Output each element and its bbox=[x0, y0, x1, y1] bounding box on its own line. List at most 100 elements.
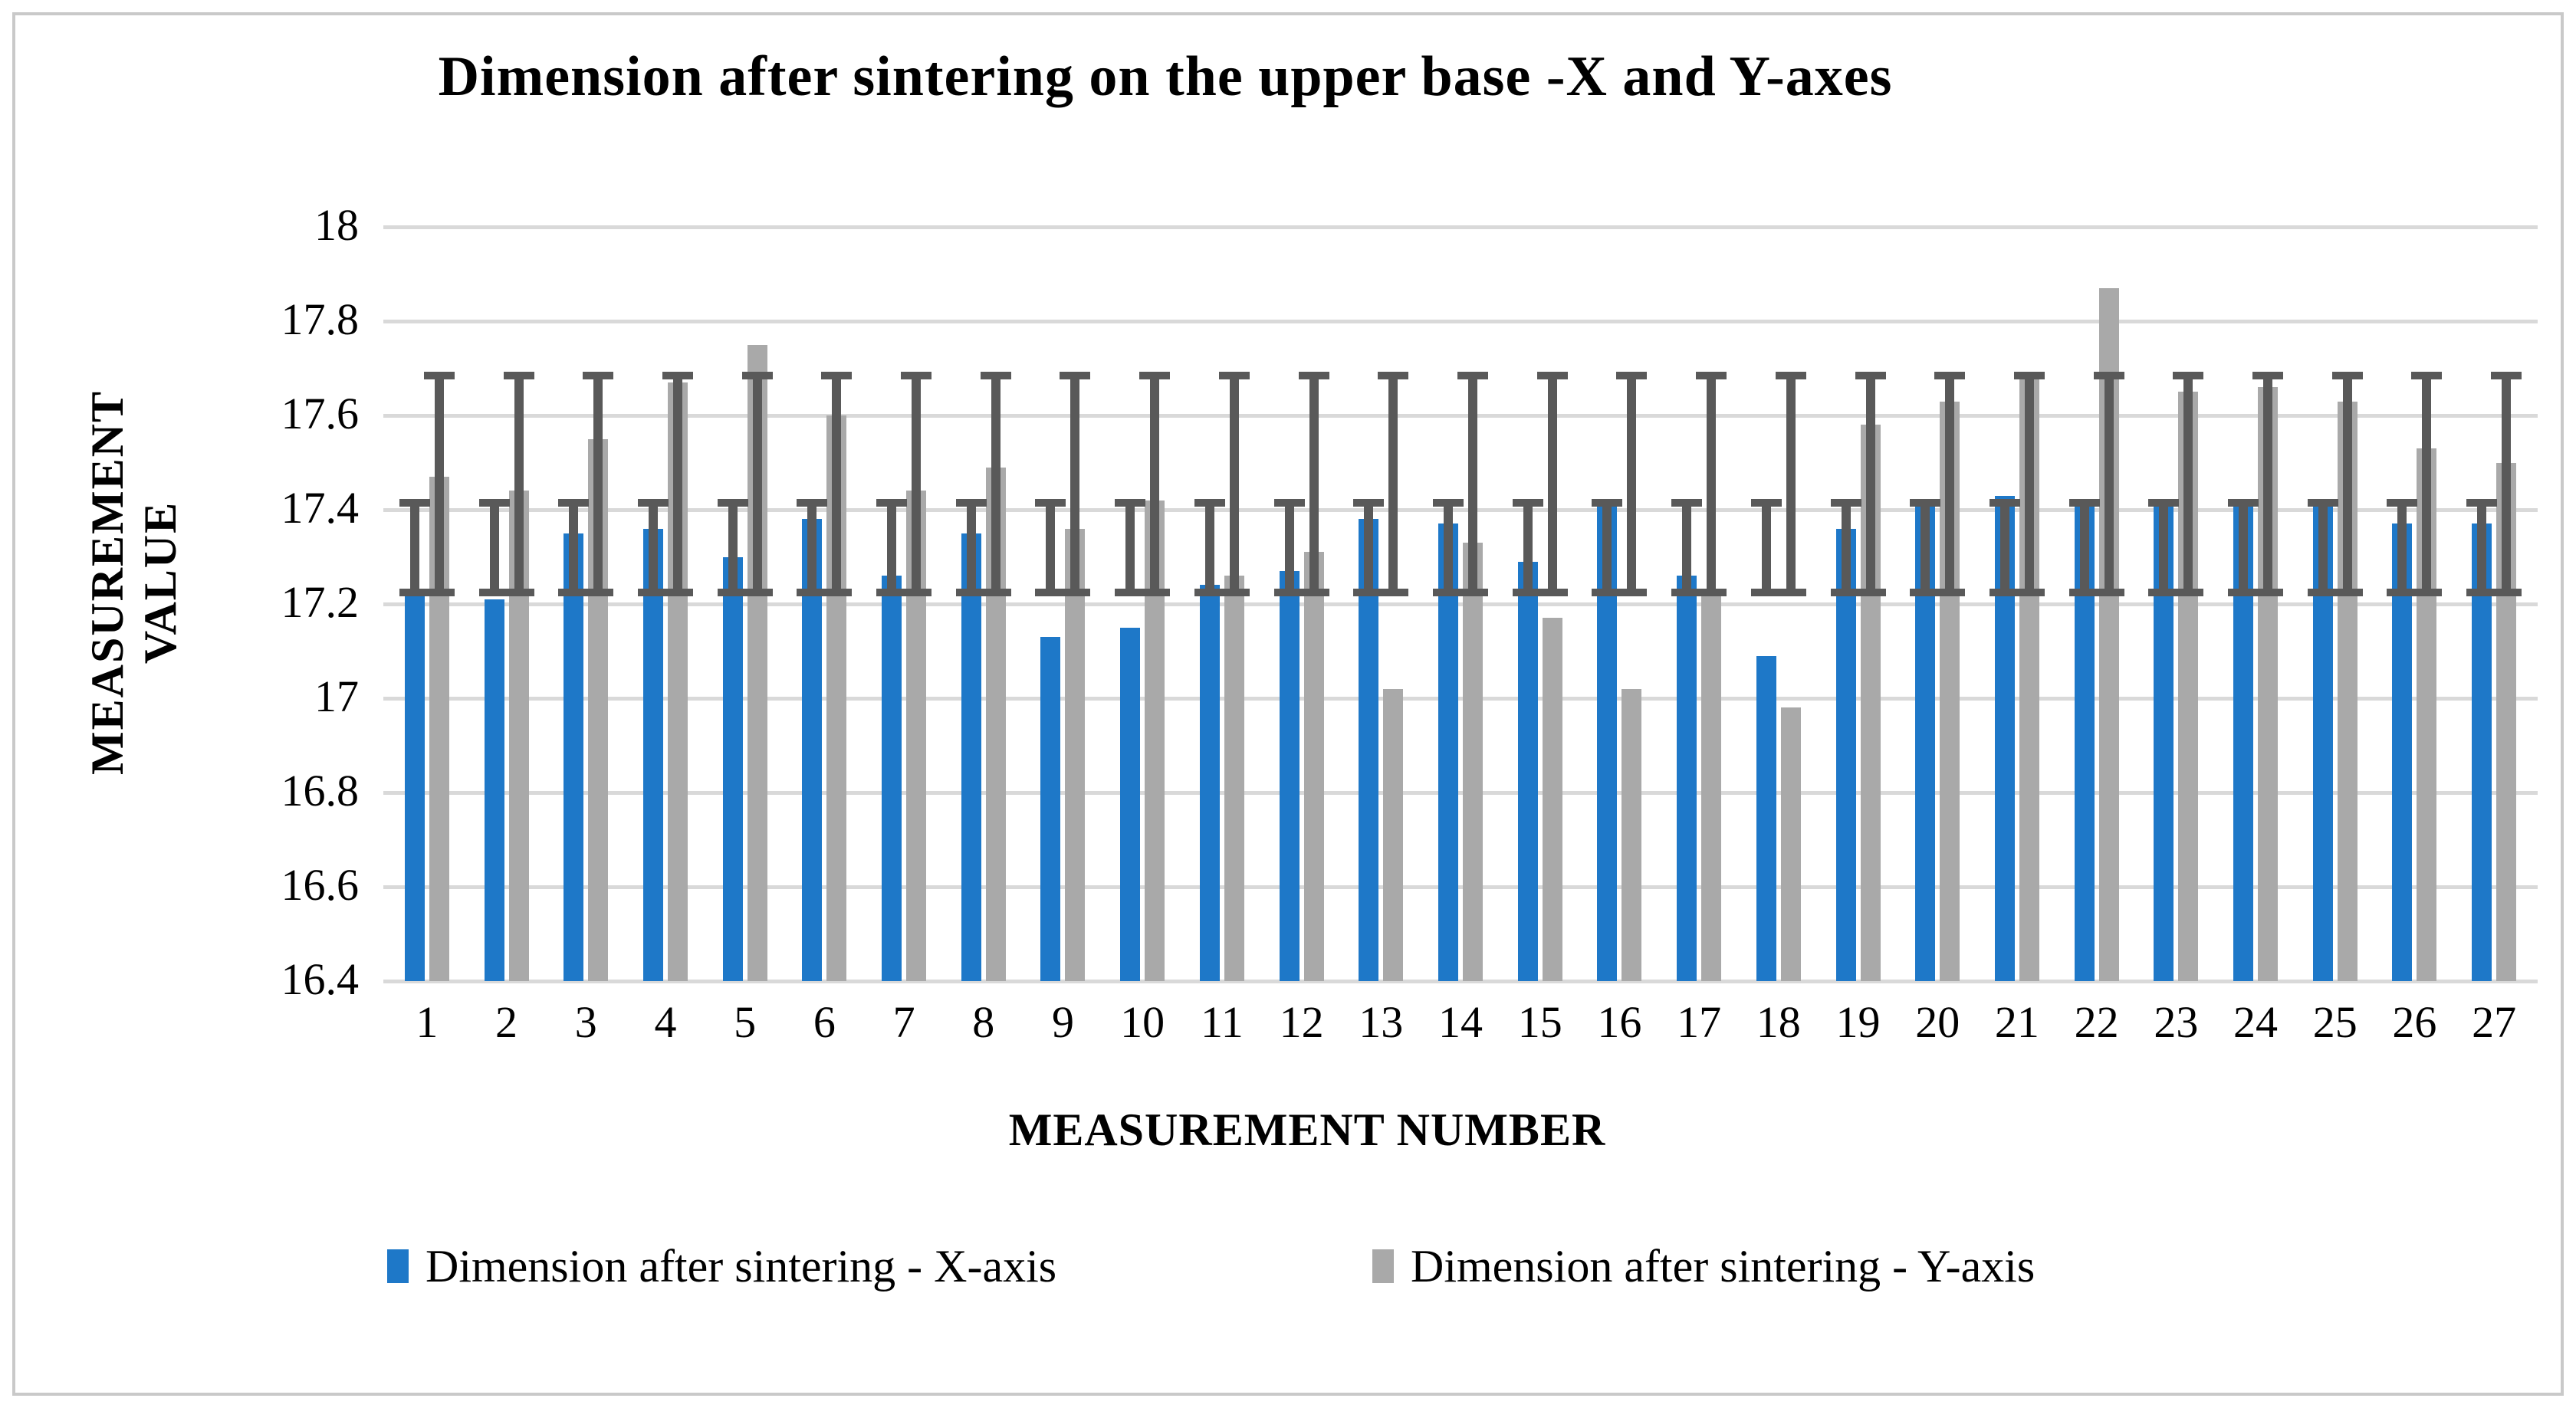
error-bar-line-m6 bbox=[832, 375, 842, 592]
error-bar-line-m10 bbox=[1150, 375, 1160, 592]
error-bar-cap-bottom-m3 bbox=[558, 588, 590, 596]
error-bar-cap-bottom-m20 bbox=[1934, 588, 1966, 596]
error-bar-cap-top-m8 bbox=[980, 371, 1011, 379]
error-bar-cap-top-m6 bbox=[797, 498, 828, 507]
error-bar-cap-top-m20 bbox=[1934, 371, 1966, 379]
bar-x-axis-m2 bbox=[484, 599, 504, 981]
error-bar-cap-top-m25 bbox=[2307, 498, 2338, 507]
error-bar-line-m20 bbox=[1921, 502, 1930, 592]
error-bar-cap-bottom-m17 bbox=[1696, 588, 1727, 596]
error-bar-line-m12 bbox=[1309, 375, 1319, 592]
gridline-y-16.8 bbox=[383, 791, 2538, 795]
error-bar-cap-top-m13 bbox=[1353, 498, 1385, 507]
x-tick-label-12: 12 bbox=[1279, 997, 1324, 1047]
error-bar-cap-top-m23 bbox=[2173, 371, 2204, 379]
legend-swatch-y-axis bbox=[1372, 1249, 1394, 1283]
gridline-y-18 bbox=[383, 225, 2538, 229]
gridline-y-17.4 bbox=[383, 508, 2538, 512]
error-bar-line-m11 bbox=[1204, 502, 1214, 592]
error-bar-cap-top-m13 bbox=[1378, 371, 1409, 379]
bar-x-axis-m27 bbox=[2472, 523, 2492, 981]
error-bar-line-m15 bbox=[1523, 502, 1533, 592]
error-bar-line-m14 bbox=[1468, 375, 1477, 592]
error-bar-line-m17 bbox=[1707, 375, 1717, 592]
x-tick-label-3: 3 bbox=[574, 997, 597, 1047]
bar-y-axis-m15 bbox=[1542, 618, 1562, 981]
error-bar-line-m16 bbox=[1602, 502, 1612, 592]
x-tick-label-6: 6 bbox=[813, 997, 836, 1047]
error-bar-cap-bottom-m26 bbox=[2411, 588, 2443, 596]
error-bar-line-m24 bbox=[2263, 375, 2273, 592]
error-bar-line-m2 bbox=[514, 375, 524, 592]
gridline-y-17.2 bbox=[383, 602, 2538, 606]
error-bar-cap-bottom-m2 bbox=[478, 588, 510, 596]
error-bar-cap-top-m2 bbox=[503, 371, 534, 379]
error-bar-line-m25 bbox=[2318, 502, 2328, 592]
error-bar-line-m23 bbox=[2159, 502, 2169, 592]
error-bar-cap-top-m10 bbox=[1139, 371, 1171, 379]
x-tick-label-18: 18 bbox=[1756, 997, 1801, 1047]
error-bar-cap-top-m11 bbox=[1194, 498, 1225, 507]
error-bar-cap-bottom-m20 bbox=[1910, 588, 1941, 596]
error-bar-cap-top-m21 bbox=[1989, 498, 2020, 507]
error-bar-cap-top-m18 bbox=[1775, 371, 1806, 379]
error-bar-cap-top-m23 bbox=[2148, 498, 2180, 507]
legend-label-y-axis: Dimension after sintering - Y-axis bbox=[1411, 1240, 2036, 1291]
error-bar-cap-bottom-m25 bbox=[2331, 588, 2363, 596]
error-bar-cap-top-m5 bbox=[717, 498, 748, 507]
error-bar-cap-bottom-m19 bbox=[1855, 588, 1886, 596]
error-bar-line-m6 bbox=[807, 502, 817, 592]
x-tick-label-24: 24 bbox=[2233, 997, 2279, 1047]
error-bar-line-m21 bbox=[2024, 375, 2034, 592]
bar-y-axis-m18 bbox=[1780, 707, 1801, 981]
x-tick-label-19: 19 bbox=[1835, 997, 1881, 1047]
error-bar-cap-bottom-m15 bbox=[1536, 588, 1568, 596]
x-tick-label-16: 16 bbox=[1597, 997, 1642, 1047]
error-bar-cap-top-m16 bbox=[1592, 498, 1623, 507]
error-bar-cap-bottom-m5 bbox=[717, 588, 748, 596]
error-bar-cap-bottom-m7 bbox=[901, 588, 932, 596]
x-tick-label-20: 20 bbox=[1915, 997, 1960, 1047]
error-bar-cap-top-m3 bbox=[558, 498, 590, 507]
error-bar-cap-top-m6 bbox=[821, 371, 853, 379]
error-bar-cap-top-m1 bbox=[423, 371, 455, 379]
x-axis-title: MEASUREMENT NUMBER bbox=[1008, 1104, 1606, 1155]
y-tick-label: 16.6 bbox=[281, 860, 360, 910]
error-bar-cap-top-m15 bbox=[1512, 498, 1543, 507]
bar-x-axis-m1 bbox=[404, 594, 425, 981]
error-bar-line-m18 bbox=[1786, 375, 1796, 592]
error-bar-cap-top-m27 bbox=[2466, 498, 2498, 507]
x-tick-label-14: 14 bbox=[1438, 997, 1483, 1047]
error-bar-cap-bottom-m10 bbox=[1115, 588, 1146, 596]
bar-x-axis-m18 bbox=[1756, 655, 1776, 981]
error-bar-cap-bottom-m8 bbox=[955, 588, 987, 596]
x-tick-label-26: 26 bbox=[2392, 997, 2437, 1047]
y-tick-label: 16.8 bbox=[281, 766, 360, 816]
error-bar-cap-bottom-m12 bbox=[1298, 588, 1329, 596]
error-bar-line-m24 bbox=[2239, 502, 2249, 592]
error-bar-cap-bottom-m11 bbox=[1218, 588, 1250, 596]
x-tick-label-22: 22 bbox=[2074, 997, 2119, 1047]
bar-y-axis-m14 bbox=[1463, 543, 1483, 981]
error-bar-cap-bottom-m18 bbox=[1775, 588, 1806, 596]
error-bar-cap-bottom-m5 bbox=[741, 588, 773, 596]
bar-x-axis-m9 bbox=[1040, 637, 1061, 981]
gridline-y-17.6 bbox=[383, 414, 2538, 418]
error-bar-cap-top-m3 bbox=[583, 371, 614, 379]
error-bar-cap-top-m11 bbox=[1218, 371, 1250, 379]
bar-y-axis-m9 bbox=[1065, 528, 1086, 981]
bar-x-axis-m11 bbox=[1199, 585, 1220, 981]
error-bar-line-m9 bbox=[1070, 375, 1080, 592]
error-bar-line-m18 bbox=[1761, 502, 1771, 592]
error-bar-cap-bottom-m16 bbox=[1592, 588, 1623, 596]
x-tick-label-2: 2 bbox=[495, 997, 518, 1047]
x-tick-label-5: 5 bbox=[734, 997, 757, 1047]
x-tick-label-7: 7 bbox=[892, 997, 915, 1047]
x-tick-label-8: 8 bbox=[972, 997, 995, 1047]
error-bar-line-m7 bbox=[887, 502, 897, 592]
error-bar-line-m13 bbox=[1388, 375, 1398, 592]
y-tick-label: 17.4 bbox=[281, 483, 360, 533]
x-tick-label-27: 27 bbox=[2472, 997, 2517, 1047]
x-tick-label-25: 25 bbox=[2312, 997, 2358, 1047]
x-tick-label-15: 15 bbox=[1517, 997, 1562, 1047]
